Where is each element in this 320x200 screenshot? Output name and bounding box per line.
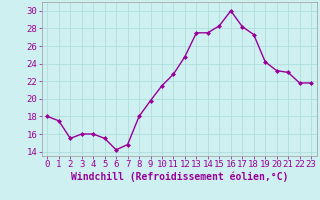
X-axis label: Windchill (Refroidissement éolien,°C): Windchill (Refroidissement éolien,°C) xyxy=(70,172,288,182)
